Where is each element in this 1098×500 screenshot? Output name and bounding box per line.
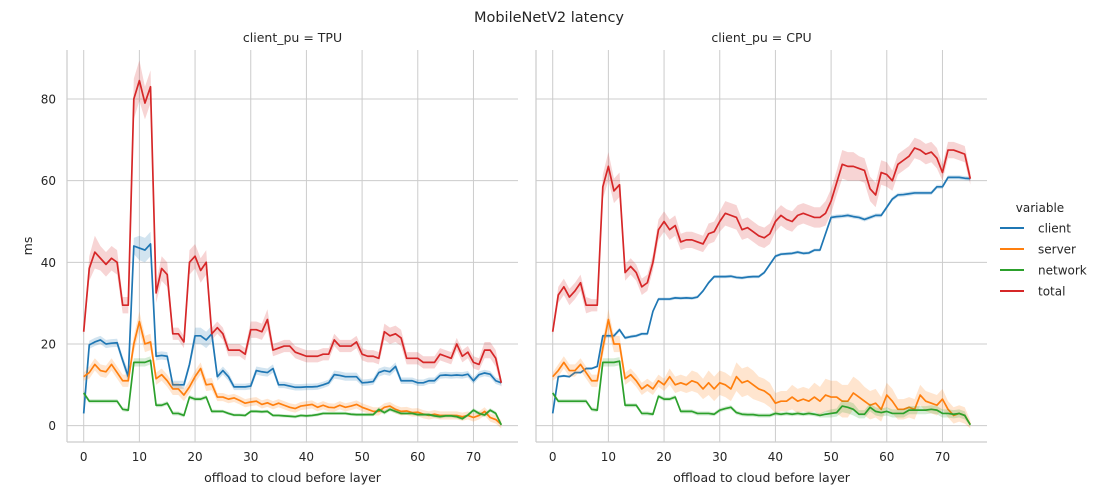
line-server <box>552 318 972 425</box>
x-axis-label-cpu: offload to cloud before layer <box>673 470 851 485</box>
x-tick-label: 40 <box>299 450 314 464</box>
x-tick-label: 30 <box>243 450 258 464</box>
line-network <box>82 359 503 426</box>
series-client-cpu <box>551 175 971 415</box>
panel-tpu: client_pu = TPU 0 10 20 30 40 50 60 70 0 20 40 60 80 <box>41 30 518 464</box>
confidence-band-network <box>83 356 502 426</box>
confidence-band-total <box>83 60 502 387</box>
y-tick-label: 60 <box>41 174 56 188</box>
figure-title: MobileNetV2 latency <box>474 10 624 26</box>
grid-tpu <box>67 50 518 442</box>
confidence-band-network <box>552 357 971 426</box>
x-tick-label: 10 <box>132 450 147 464</box>
y-tick-label: 80 <box>41 93 56 107</box>
line-total <box>82 79 503 383</box>
panel-title-cpu: client_pu = CPU <box>711 30 811 45</box>
x-tick-label: 0 <box>549 450 557 464</box>
line-total <box>551 147 972 332</box>
y-tick-label: 20 <box>41 338 56 352</box>
x-tick-label: 70 <box>466 450 481 464</box>
x-tick-label: 60 <box>879 450 894 464</box>
x-tick-label: 50 <box>823 450 838 464</box>
line-client <box>551 176 971 414</box>
y-tick-label: 40 <box>41 256 56 270</box>
legend-title: variable <box>1016 201 1064 215</box>
series-total-tpu <box>82 60 503 387</box>
panel-cpu: client_pu = CPU 0 10 20 30 40 50 60 70 <box>535 30 987 464</box>
series-network-tpu <box>82 356 503 426</box>
line-network <box>551 360 972 426</box>
y-tick-label: 0 <box>48 419 56 433</box>
y-axis-label: ms <box>20 237 35 256</box>
series-total-cpu <box>551 137 972 336</box>
x-tick-label: 20 <box>656 450 671 464</box>
legend-label-server: server <box>1038 243 1076 257</box>
series-server-tpu <box>83 311 502 429</box>
confidence-band-client <box>83 231 502 416</box>
x-tick-label: 70 <box>935 450 950 464</box>
panel-title-tpu: client_pu = TPU <box>243 30 342 45</box>
legend: variable client server network total <box>1000 201 1087 299</box>
x-axis-label-tpu: offload to cloud before layer <box>204 470 382 485</box>
x-tick-label: 30 <box>712 450 727 464</box>
x-tick-label: 0 <box>80 450 88 464</box>
series-server-cpu <box>552 309 972 429</box>
line-client <box>82 243 502 414</box>
confidence-band-server <box>552 309 971 429</box>
x-tick-label: 50 <box>354 450 369 464</box>
legend-label-network: network <box>1038 264 1087 278</box>
x-tick-label: 10 <box>601 450 616 464</box>
confidence-band-server <box>83 311 502 429</box>
legend-label-client: client <box>1038 222 1071 236</box>
x-tick-label: 60 <box>410 450 425 464</box>
legend-label-total: total <box>1038 285 1065 299</box>
series-client-tpu <box>82 231 502 416</box>
series-network-cpu <box>551 357 972 426</box>
x-tick-label: 40 <box>768 450 783 464</box>
x-tick-label: 20 <box>187 450 202 464</box>
